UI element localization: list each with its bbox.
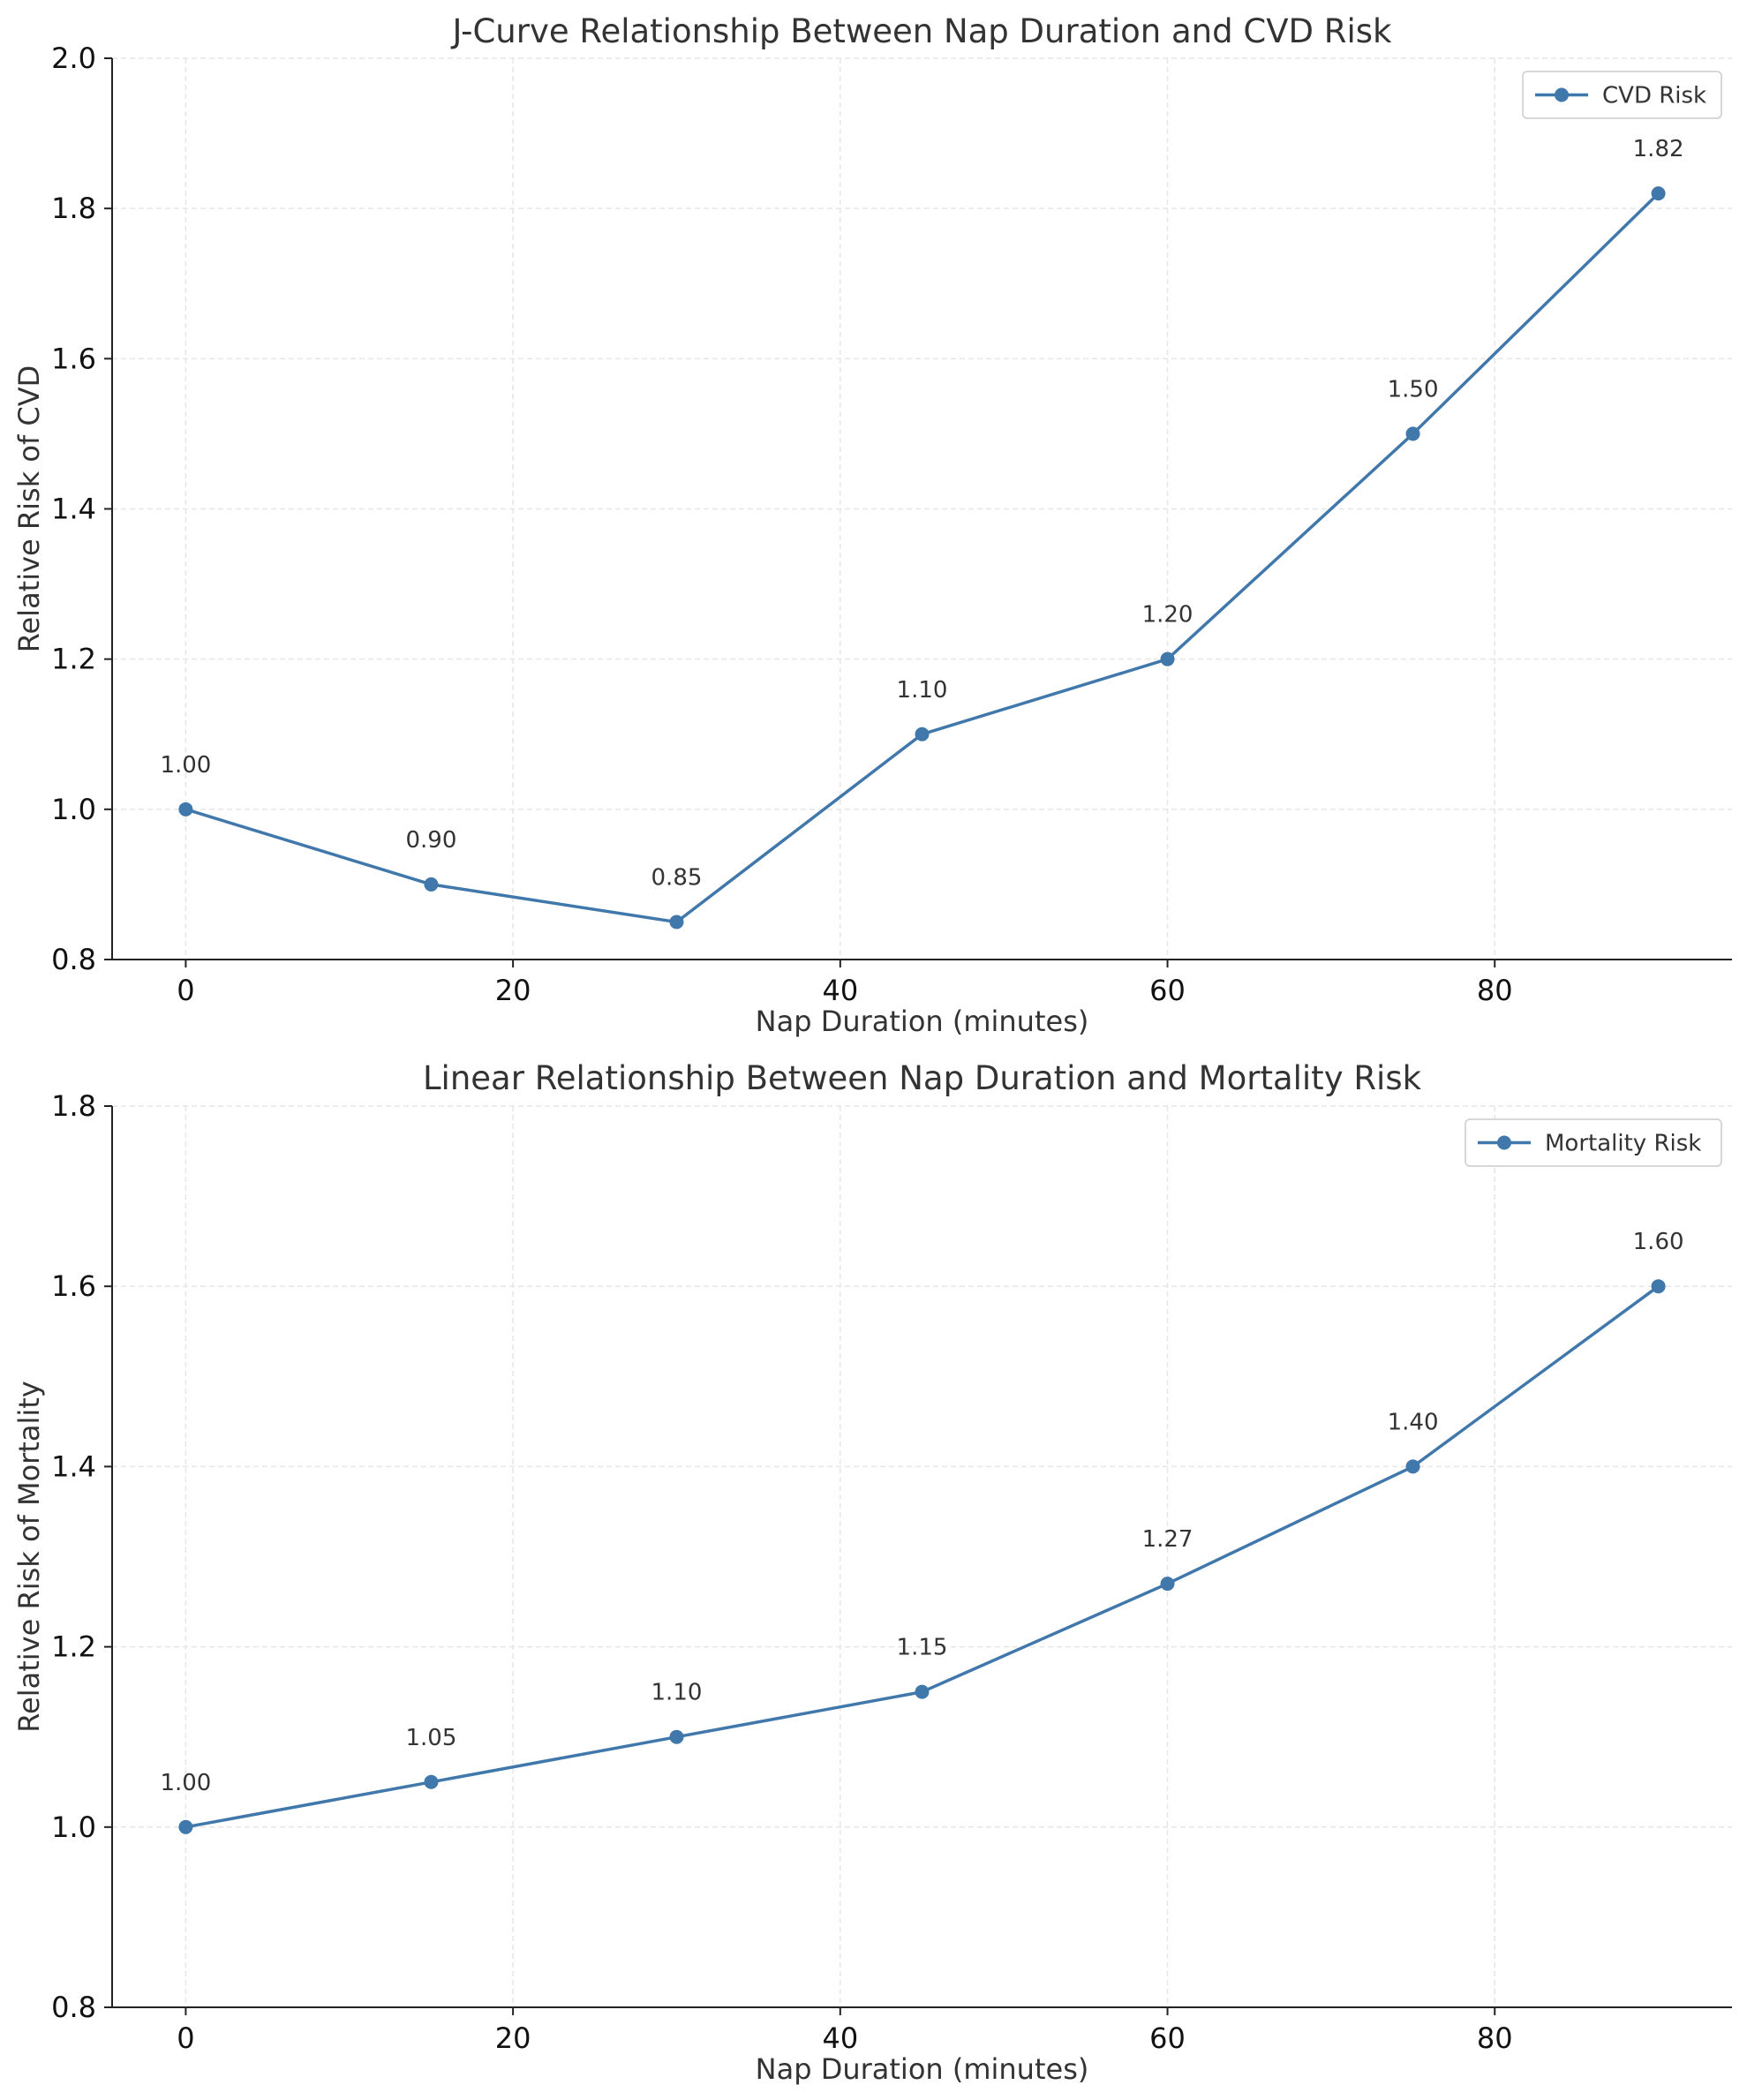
legend-label: Mortality Risk	[1545, 1131, 1701, 1157]
data-point	[1651, 1279, 1666, 1294]
data-point	[1160, 1577, 1175, 1592]
data-label: 1.20	[1142, 602, 1194, 628]
data-label: 1.00	[160, 752, 211, 779]
data-point	[1405, 1459, 1420, 1474]
y-tick-label: 1.4	[51, 1449, 96, 1483]
x-tick-label: 60	[1149, 974, 1186, 1007]
data-label: 1.82	[1633, 136, 1684, 162]
y-tick-label: 1.4	[51, 493, 96, 526]
data-point	[424, 877, 439, 892]
legend-box	[1465, 1118, 1722, 1167]
legend-label: CVD Risk	[1602, 83, 1706, 109]
y-tick-label: 0.8	[51, 1991, 96, 2024]
x-tick-label: 0	[177, 2021, 194, 2055]
data-point	[915, 1684, 930, 1699]
data-label: 1.27	[1142, 1526, 1194, 1553]
y-axis-label: Relative Risk of Mortality	[12, 1381, 46, 1733]
data-point	[1405, 426, 1420, 441]
data-point	[178, 802, 193, 817]
legend-marker	[1497, 1135, 1511, 1150]
y-tick-label: 1.2	[51, 643, 96, 676]
data-point	[178, 1819, 193, 1834]
x-axis-label: Nap Duration (minutes)	[756, 1005, 1089, 1038]
x-tick-label: 40	[822, 974, 858, 1007]
legend-marker	[1555, 87, 1569, 102]
y-tick-label: 1.6	[51, 342, 96, 375]
data-label: 1.50	[1388, 376, 1439, 403]
data-label: 0.90	[405, 827, 456, 854]
x-tick-label: 60	[1149, 2021, 1186, 2055]
data-point	[915, 726, 930, 741]
data-label: 1.10	[651, 1680, 703, 1706]
chart-title: Linear Relationship Between Nap Duration…	[423, 1059, 1422, 1097]
y-tick-label: 1.0	[51, 1810, 96, 1844]
data-label: 1.40	[1388, 1409, 1439, 1435]
y-tick-label: 0.8	[51, 943, 96, 976]
data-label: 1.60	[1633, 1229, 1684, 1255]
x-tick-label: 0	[177, 974, 194, 1007]
data-label: 1.00	[160, 1770, 211, 1796]
data-point	[669, 1729, 684, 1744]
y-tick-label: 1.2	[51, 1630, 96, 1664]
chart-title: J-Curve Relationship Between Nap Duratio…	[451, 12, 1393, 50]
legend-box	[1522, 71, 1722, 119]
x-tick-label: 20	[495, 974, 531, 1007]
x-axis-label: Nap Duration (minutes)	[756, 2052, 1089, 2086]
y-tick-label: 2.0	[51, 41, 96, 75]
data-point	[669, 915, 684, 930]
data-point	[424, 1774, 439, 1789]
data-point	[1651, 186, 1666, 201]
data-label: 1.10	[897, 677, 948, 704]
data-label: 1.15	[897, 1635, 948, 1661]
y-tick-label: 1.8	[51, 192, 96, 225]
x-tick-label: 20	[495, 2021, 531, 2055]
chart-1: 0 20 40 60 80 0.8 1.0 1.2 1.4 1.6 1.8 2.0 J-Curve Re…	[12, 12, 1732, 1038]
y-tick-label: 1.8	[51, 1089, 96, 1123]
chart-2: 0 20 40 60 80 0.8 1.0 1.2 1.4 1.6 1.8 Linear Relati…	[12, 1059, 1732, 2086]
series-line	[184, 192, 1660, 924]
y-tick-label: 1.6	[51, 1269, 96, 1303]
x-tick-label: 40	[822, 2021, 858, 2055]
data-label: 1.05	[405, 1725, 456, 1751]
x-tick-label: 80	[1477, 974, 1513, 1007]
data-point	[1160, 651, 1175, 666]
y-axis-label: Relative Risk of CVD	[12, 365, 46, 653]
x-tick-label: 80	[1477, 2021, 1513, 2055]
data-label: 0.85	[651, 864, 703, 891]
y-tick-label: 1.0	[51, 793, 96, 826]
